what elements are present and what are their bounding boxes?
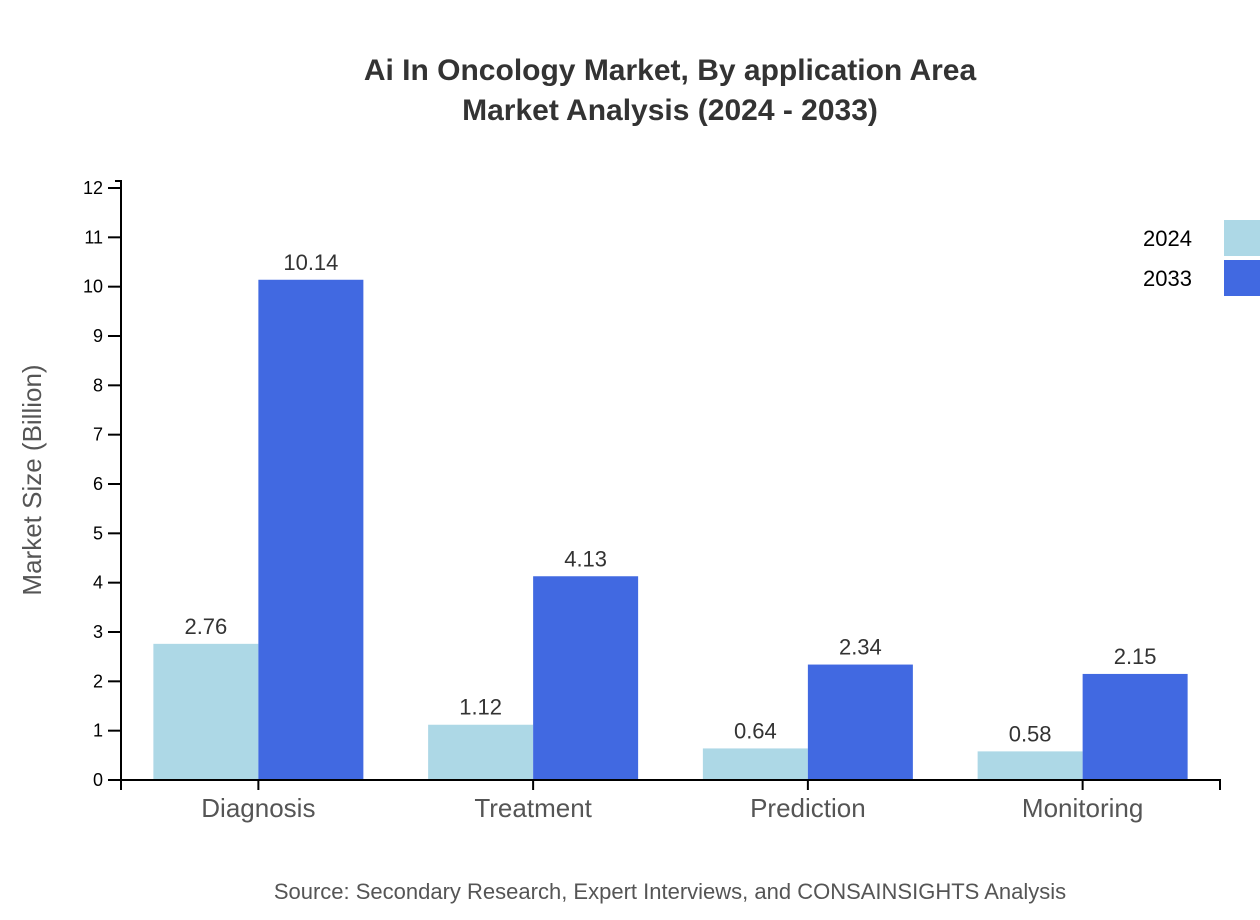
value-label: 1.12 xyxy=(459,695,502,720)
legend-swatch xyxy=(1224,220,1260,256)
value-label: 4.13 xyxy=(564,546,607,571)
bars: 2.76 10.14 1.12 4.13 0.64 2.34 0.58 2.15 xyxy=(153,250,1188,780)
y-tick-label: 7 xyxy=(93,425,103,445)
x-tick-label-monitoring: Monitoring xyxy=(1022,793,1143,823)
bar-2033-monitoring xyxy=(1082,673,1188,780)
bar-group-diagnosis: 2.76 10.14 xyxy=(153,250,364,780)
x-tick-label-diagnosis: Diagnosis xyxy=(201,793,315,823)
y-tick-label: 4 xyxy=(93,573,103,593)
x-axis-line xyxy=(120,779,1221,790)
source-note: Source: Secondary Research, Expert Inter… xyxy=(274,879,1066,904)
y-tick-label: 3 xyxy=(93,622,103,642)
legend-swatch xyxy=(1224,260,1260,296)
legend-label: 2024 xyxy=(1143,226,1192,251)
value-label: 0.64 xyxy=(734,718,777,743)
chart-title: Ai In Oncology Market, By application Ar… xyxy=(364,54,977,87)
legend-item-2024: 2024 xyxy=(1143,220,1260,256)
y-tick-label: 0 xyxy=(93,770,103,790)
legend: 2024 2033 xyxy=(1143,220,1260,296)
y-axis-line xyxy=(115,180,122,780)
bar-2033-prediction xyxy=(807,664,913,780)
legend-label: 2033 xyxy=(1143,266,1192,291)
y-tick-label: 1 xyxy=(93,721,103,741)
value-label: 2.15 xyxy=(1114,644,1157,669)
y-axis-label: Market Size (Billion) xyxy=(17,364,47,595)
y-tick-label: 10 xyxy=(83,277,103,297)
bar-group-treatment: 1.12 4.13 xyxy=(428,546,639,780)
value-label: 10.14 xyxy=(283,250,338,275)
bar-2024-diagnosis xyxy=(153,643,259,780)
bar-2024-monitoring xyxy=(977,751,1083,780)
value-label: 2.34 xyxy=(839,635,882,660)
bar-2024-prediction xyxy=(702,748,808,780)
bar-group-monitoring: 0.58 2.15 xyxy=(977,644,1188,780)
y-tick-label: 8 xyxy=(93,375,103,395)
legend-item-2033: 2033 xyxy=(1143,260,1260,296)
x-tick-label-prediction: Prediction xyxy=(750,793,866,823)
x-tick-label-treatment: Treatment xyxy=(474,793,592,823)
bar-2033-treatment xyxy=(533,576,639,780)
y-tick-label: 12 xyxy=(83,178,103,198)
y-tick-label: 9 xyxy=(93,326,103,346)
x-axis: Diagnosis Treatment Prediction Monitoring xyxy=(120,779,1221,823)
bar-2024-treatment xyxy=(428,724,534,780)
y-tick-label: 2 xyxy=(93,671,103,691)
value-label: 0.58 xyxy=(1009,721,1052,746)
y-tick-label: 11 xyxy=(84,227,103,247)
y-tick-label: 6 xyxy=(93,474,103,494)
bar-group-prediction: 0.64 2.34 xyxy=(702,635,913,780)
value-label: 2.76 xyxy=(184,614,227,639)
chart-subtitle: Market Analysis (2024 - 2033) xyxy=(462,94,878,127)
bar-2033-diagnosis xyxy=(258,279,364,780)
y-tick-label: 5 xyxy=(93,523,103,543)
